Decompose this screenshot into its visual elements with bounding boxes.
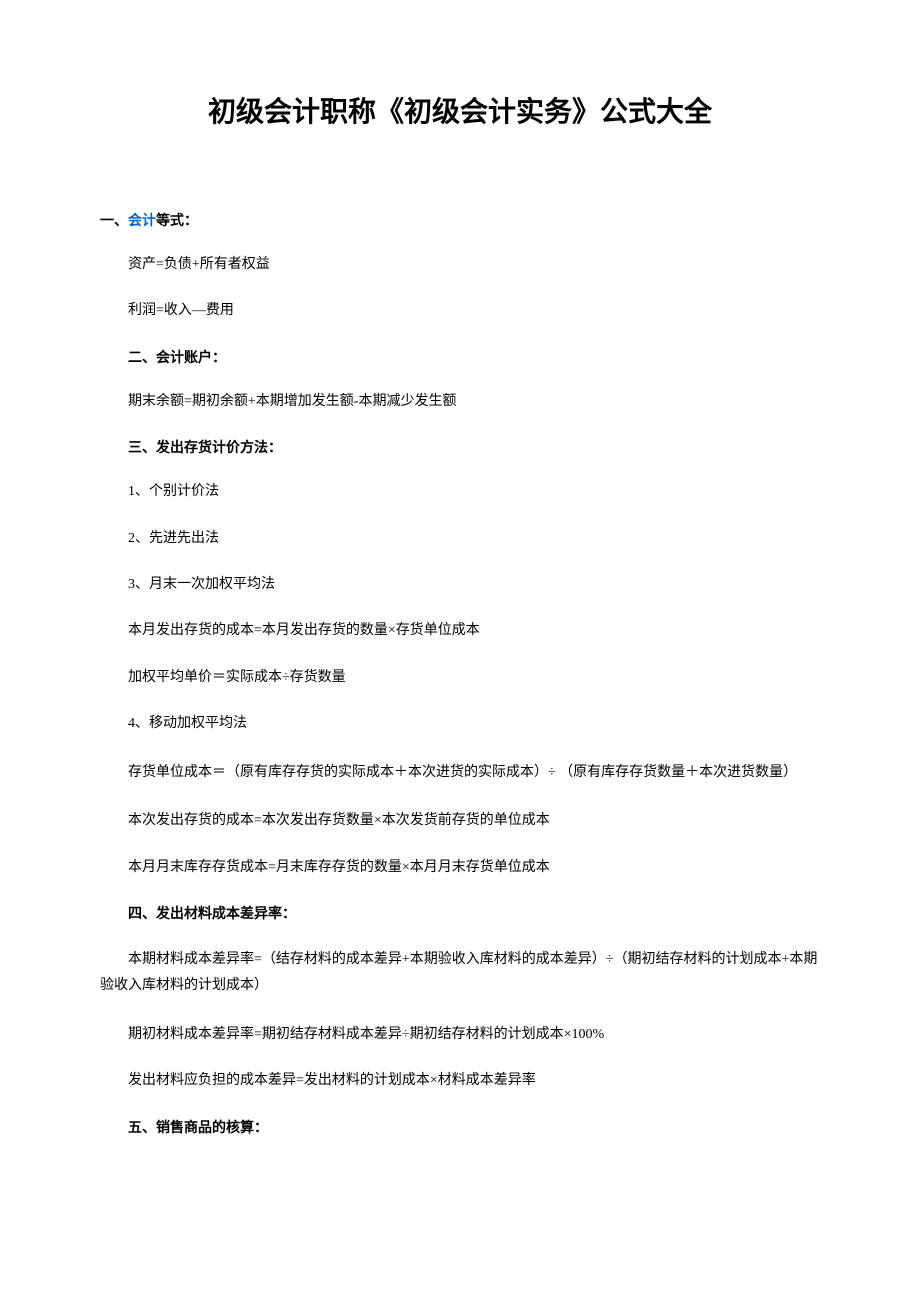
s4-line-0: 本期材料成本差异率=（结存材料的成本差异+本期验收入库材料的成本差异）÷（期初结… — [100, 947, 820, 1000]
s4-line-1: 期初材料成本差异率=期初结存材料成本差异÷期初结存材料的计划成本×100% — [100, 1024, 820, 1046]
s3-line-8: 本月月末库存存货成本=月末库存存货的数量×本月月末存货单位成本 — [100, 857, 820, 879]
section-5-header: 五、销售商品的核算： — [100, 1117, 820, 1137]
s2-line-0: 期末余额=期初余额+本期增加发生额-本期减少发生额 — [100, 391, 820, 413]
section-1-prefix: 一、 — [100, 214, 128, 229]
s3-line-5: 4、移动加权平均法 — [100, 713, 820, 735]
s1-line-0: 资产=负债+所有者权益 — [100, 254, 820, 276]
s1-line-1: 利润=收入—费用 — [100, 300, 820, 322]
section-2-header: 二、会计账户： — [100, 347, 820, 367]
s3-line-1: 2、先进先出法 — [100, 528, 820, 550]
section-1-suffix: 等式： — [156, 214, 198, 229]
s3-line-2: 3、月末一次加权平均法 — [100, 574, 820, 596]
section-1-link: 会计 — [128, 214, 156, 229]
s3-line-6: 存货单位成本＝（原有库存存货的实际成本＋本次进货的实际成本）÷ （原有库存存货数… — [100, 760, 820, 787]
section-4-header: 四、发出材料成本差异率： — [100, 903, 820, 923]
section-1-header: 一、会计等式： — [100, 210, 820, 230]
section-3-header: 三、发出存货计价方法： — [100, 437, 820, 457]
s3-line-4: 加权平均单价＝实际成本÷存货数量 — [100, 667, 820, 689]
document-title: 初级会计职称《初级会计实务》公式大全 — [100, 90, 820, 130]
s3-line-3: 本月发出存货的成本=本月发出存货的数量×存货单位成本 — [100, 620, 820, 642]
s3-line-0: 1、个别计价法 — [100, 481, 820, 503]
s4-line-2: 发出材料应负担的成本差异=发出材料的计划成本×材料成本差异率 — [100, 1070, 820, 1092]
s3-line-7: 本次发出存货的成本=本次发出存货数量×本次发货前存货的单位成本 — [100, 810, 820, 832]
